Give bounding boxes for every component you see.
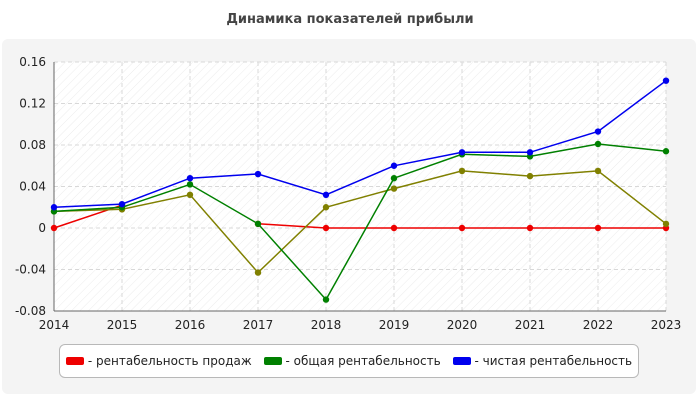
data-point bbox=[662, 77, 670, 84]
data-point bbox=[458, 224, 466, 232]
data-point bbox=[390, 162, 398, 169]
data-point bbox=[322, 296, 330, 303]
data-point bbox=[254, 220, 262, 228]
x-tick-label: 2015 bbox=[107, 318, 138, 332]
y-tick-label: -0.08 bbox=[15, 304, 46, 318]
data-point bbox=[526, 149, 534, 156]
data-point bbox=[390, 175, 398, 182]
data-point bbox=[594, 167, 602, 175]
legend-swatch-net bbox=[452, 357, 471, 365]
data-point bbox=[458, 167, 466, 175]
legend-label-sales: - рентабельность продаж bbox=[87, 354, 252, 368]
data-point bbox=[50, 204, 58, 211]
data-point bbox=[662, 220, 670, 228]
data-point bbox=[594, 128, 602, 135]
data-point bbox=[50, 224, 58, 232]
legend-label-net: - чистая рентабельность bbox=[474, 354, 633, 368]
legend-item-net: - чистая рентабельность bbox=[452, 354, 633, 368]
data-point bbox=[186, 191, 194, 198]
data-point bbox=[186, 175, 194, 182]
series-line bbox=[53, 143, 667, 301]
data-point bbox=[322, 191, 330, 198]
data-point bbox=[322, 224, 330, 232]
data-point bbox=[458, 149, 466, 156]
x-tick-label: 2022 bbox=[583, 318, 614, 332]
data-point bbox=[594, 224, 602, 232]
x-tick-label: 2018 bbox=[311, 318, 342, 332]
data-point bbox=[254, 269, 262, 276]
data-point bbox=[662, 148, 670, 155]
data-point bbox=[526, 224, 534, 232]
data-point bbox=[322, 204, 330, 211]
legend-item-total: - общая рентабельность bbox=[263, 354, 441, 368]
y-tick-label: -0.04 bbox=[15, 263, 46, 277]
legend-item-sales: - рентабельность продаж bbox=[65, 354, 252, 368]
data-point bbox=[390, 224, 398, 232]
series-line bbox=[53, 170, 667, 274]
data-point bbox=[526, 172, 534, 180]
x-tick-label: 2017 bbox=[243, 318, 274, 332]
x-tick-label: 2014 bbox=[39, 318, 70, 332]
x-tick-label: 2020 bbox=[447, 318, 478, 332]
data-point bbox=[254, 170, 262, 178]
data-point bbox=[594, 140, 602, 148]
data-point bbox=[118, 200, 126, 208]
legend: - рентабельность продаж - общая рентабел… bbox=[59, 344, 639, 378]
chart-title: Динамика показателей прибыли bbox=[226, 12, 474, 27]
x-tick-label: 2019 bbox=[379, 318, 410, 332]
y-tick-label: 0 bbox=[38, 221, 46, 235]
x-tick-label: 2016 bbox=[175, 318, 206, 332]
data-point bbox=[390, 185, 398, 192]
x-tick-label: 2023 bbox=[651, 318, 682, 332]
y-tick-label: 0.08 bbox=[19, 138, 46, 152]
series-line bbox=[53, 80, 667, 209]
legend-swatch-total bbox=[263, 357, 282, 365]
data-point bbox=[186, 181, 194, 188]
y-tick-label: 0.12 bbox=[19, 97, 46, 111]
y-tick-label: 0.16 bbox=[19, 55, 46, 69]
legend-swatch-sales bbox=[65, 357, 84, 365]
y-tick-label: 0.04 bbox=[19, 180, 46, 194]
x-tick-label: 2021 bbox=[515, 318, 546, 332]
series-3 bbox=[50, 77, 670, 211]
legend-label-total: - общая рентабельность bbox=[285, 354, 441, 368]
